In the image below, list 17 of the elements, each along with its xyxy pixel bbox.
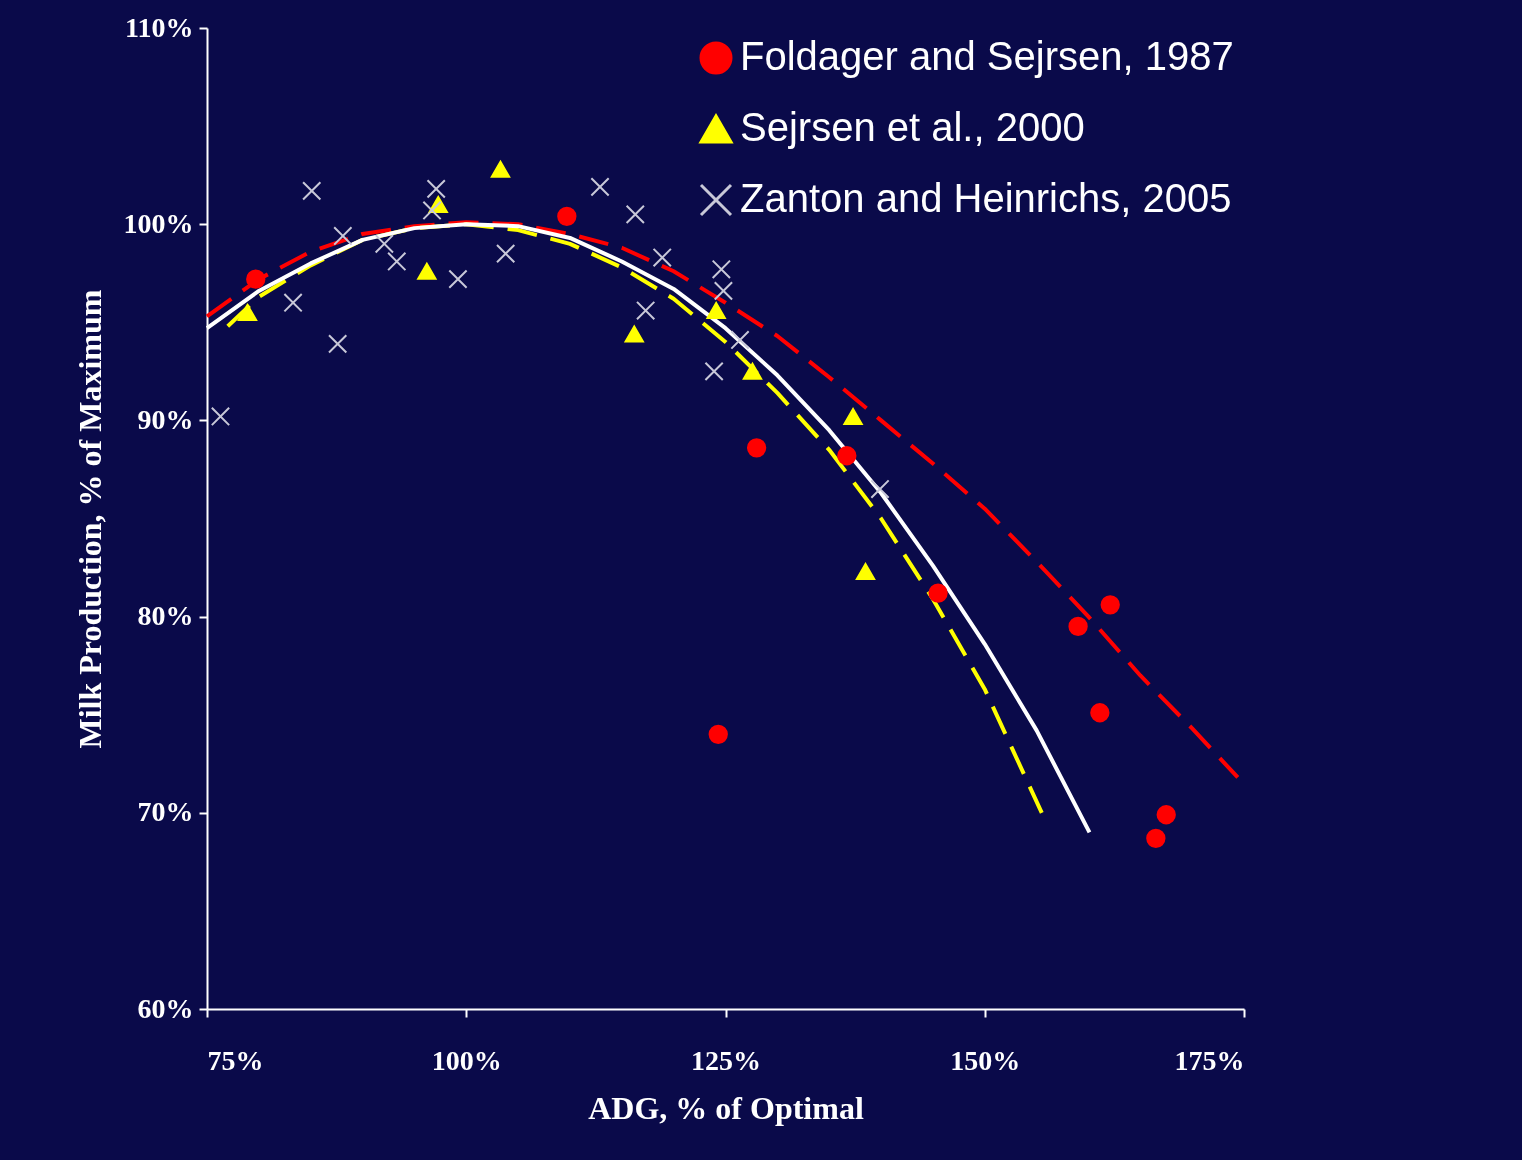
x-tick-label: 125% [691, 1044, 761, 1076]
legend-label: Foldager and Sejrsen, 1987 [740, 34, 1234, 78]
y-tick-label: 60% [137, 992, 194, 1024]
y-tick-label: 70% [137, 796, 194, 828]
x-axis-title: ADG, % of Optimal [588, 1089, 864, 1126]
legend-label: Sejrsen et al., 2000 [740, 105, 1085, 149]
y-tick-label: 90% [137, 403, 194, 435]
y-tick-label: 80% [137, 600, 194, 632]
legend-label: Zanton and Heinrichs, 2005 [740, 176, 1232, 220]
line-series [205, 220, 1240, 780]
x-tick-label: 75% [207, 1044, 264, 1076]
x-tick-label: 150% [950, 1044, 1021, 1076]
y-tick-label: 110% [125, 11, 194, 43]
x-tick-label: 100% [431, 1044, 502, 1076]
y-tick-label: 100% [123, 207, 194, 239]
x-tick-label: 175% [1174, 1044, 1245, 1076]
y-axis-title: Milk Production, % of Maximum [71, 289, 108, 749]
